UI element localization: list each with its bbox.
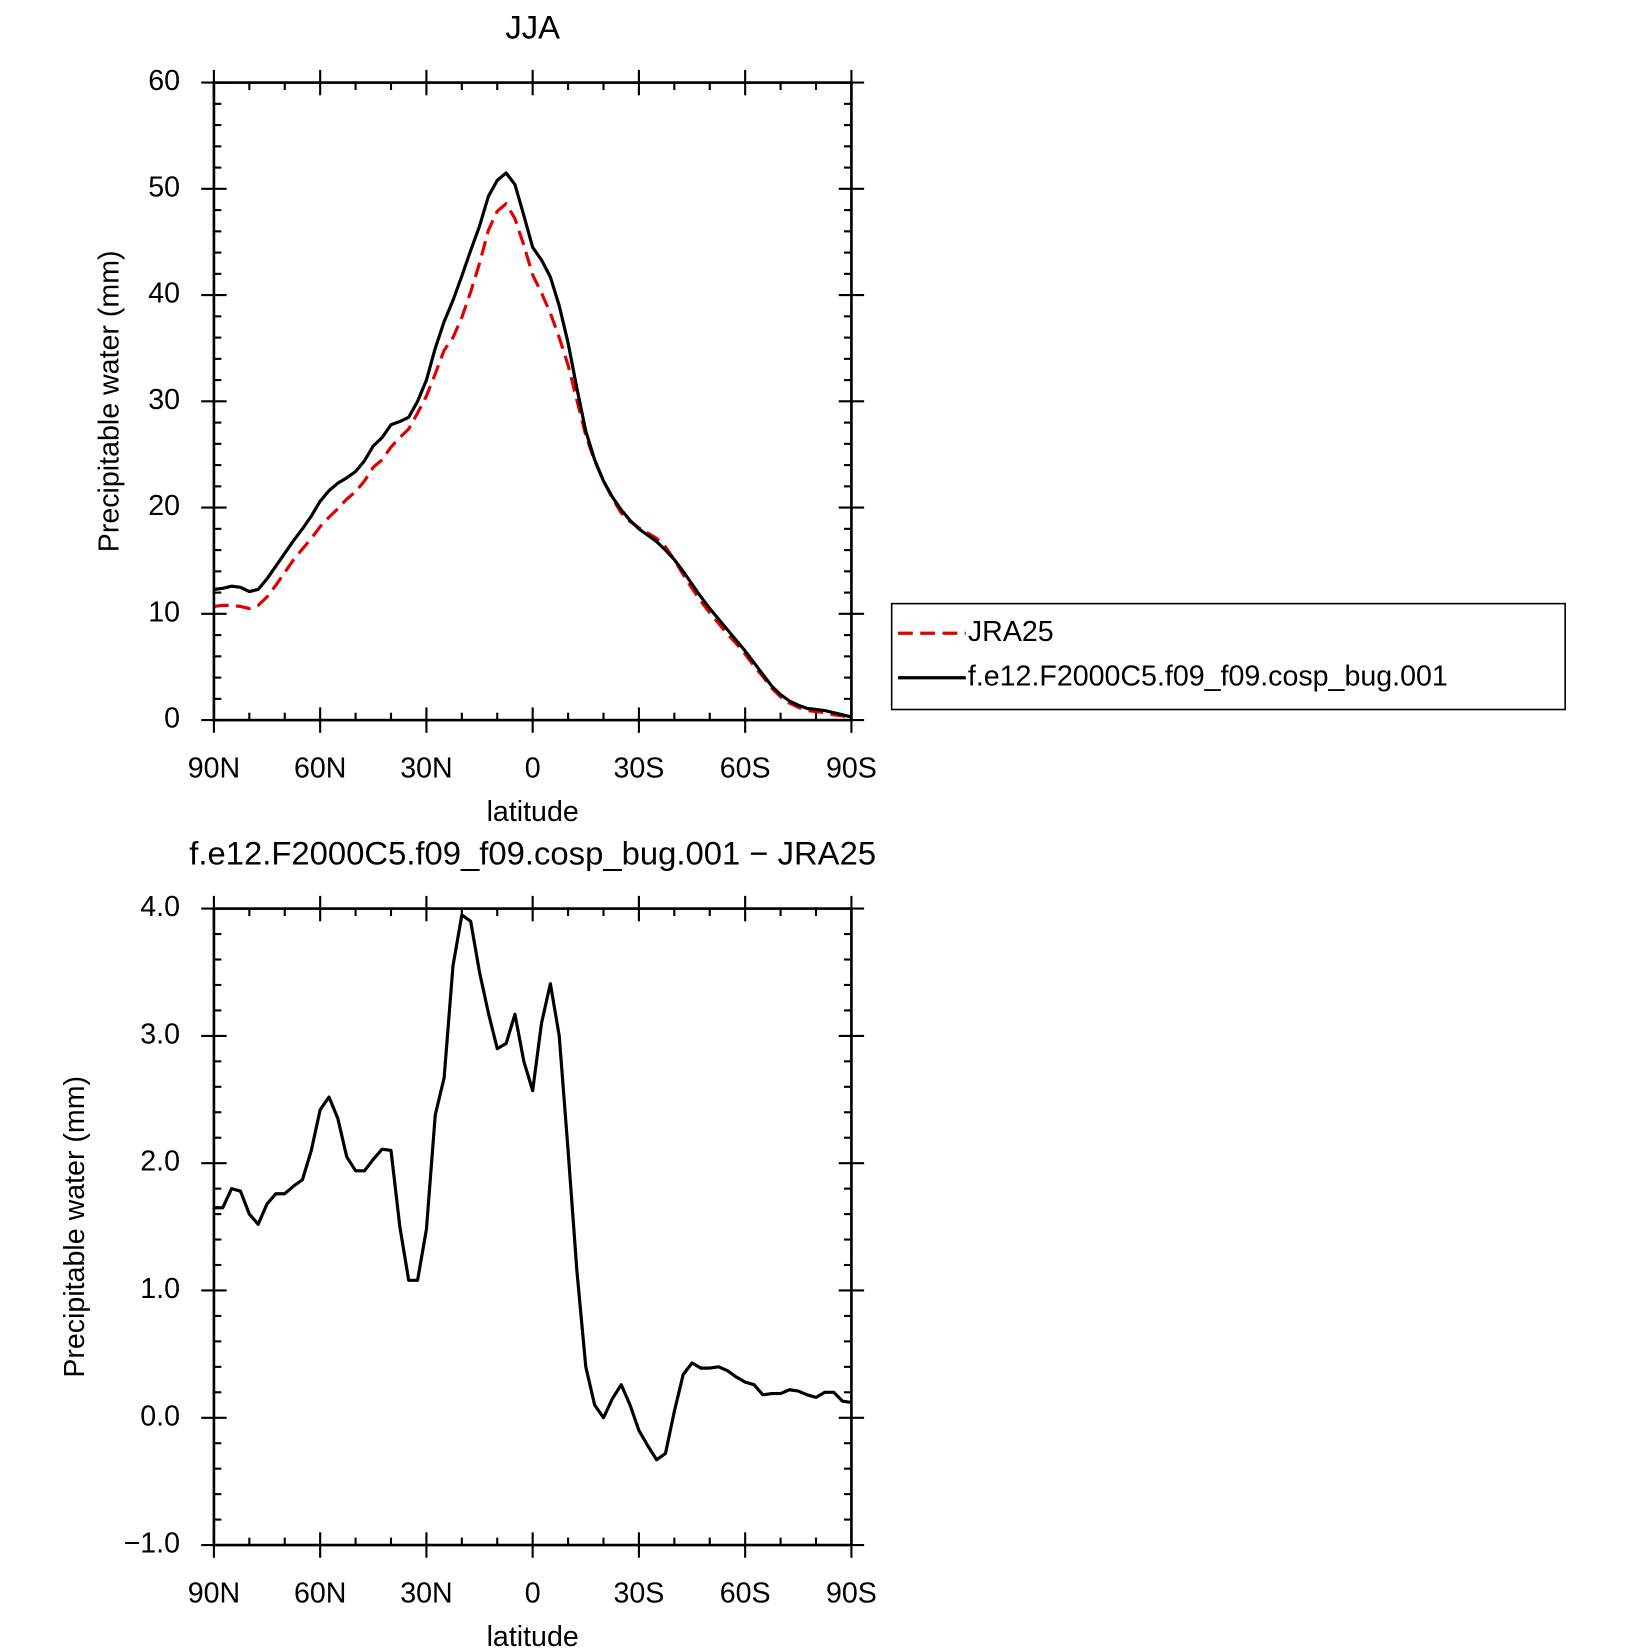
x-tick-label: 90S xyxy=(826,752,877,784)
y-tick-label: 1.0 xyxy=(140,1273,180,1305)
x-tick-label: 90N xyxy=(188,752,240,784)
series-line xyxy=(213,171,852,719)
chart-title: JJA xyxy=(505,8,560,45)
y-tick-label: 0 xyxy=(164,703,180,735)
x-axis-label: latitude xyxy=(487,1621,579,1652)
x-tick-label: 60S xyxy=(720,752,771,784)
y-tick-label: 30 xyxy=(148,384,180,416)
y-tick-label: 50 xyxy=(148,171,180,203)
x-tick-label: 0 xyxy=(525,1577,541,1609)
legend-box xyxy=(890,602,1566,711)
y-tick-label: 40 xyxy=(148,278,180,310)
x-tick-label: 90N xyxy=(188,1577,240,1609)
y-tick-label: 10 xyxy=(148,596,180,628)
plot-frame xyxy=(212,81,853,722)
series-line xyxy=(213,913,852,1462)
x-tick-label: 0 xyxy=(525,752,541,784)
y-tick-label: −1.0 xyxy=(124,1528,180,1560)
y-tick-label: 20 xyxy=(148,490,180,522)
y-tick-label: 3.0 xyxy=(140,1018,180,1050)
x-tick-label: 30N xyxy=(400,1577,452,1609)
plot-frame xyxy=(212,907,853,1547)
y-tick-label: 60 xyxy=(148,65,180,97)
y-tick-label: 0.0 xyxy=(140,1400,180,1432)
chart-title: f.e12.F2000C5.f09_f09.cosp_bug.001 − JRA… xyxy=(189,834,876,871)
x-tick-label: 60N xyxy=(294,752,346,784)
y-axis-label: Precipitable water (mm) xyxy=(59,1076,91,1378)
x-tick-label: 60N xyxy=(294,1577,346,1609)
x-tick-label: 30N xyxy=(400,752,452,784)
series-line xyxy=(213,202,852,720)
x-tick-label: 30S xyxy=(613,752,664,784)
x-axis-label: latitude xyxy=(487,796,579,828)
y-tick-label: 4.0 xyxy=(140,891,180,923)
legend-label: f.e12.F2000C5.f09_f09.cosp_bug.001 xyxy=(968,660,1448,692)
x-tick-label: 60S xyxy=(720,1577,771,1609)
x-tick-label: 90S xyxy=(826,1577,877,1609)
x-tick-label: 30S xyxy=(613,1577,664,1609)
y-axis-label: Precipitable water (mm) xyxy=(94,250,126,552)
legend-label: JRA25 xyxy=(968,616,1054,648)
y-tick-label: 2.0 xyxy=(140,1146,180,1178)
